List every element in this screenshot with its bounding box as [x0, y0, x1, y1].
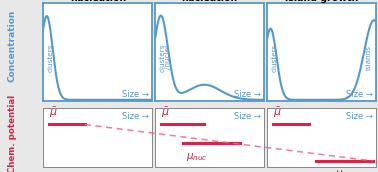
Text: Chem. potential: Chem. potential — [8, 95, 17, 172]
Text: clusters: clusters — [48, 43, 54, 72]
Title: (c) $t \gg t_0$:
island growth: (c) $t \gg t_0$: island growth — [285, 0, 358, 3]
Text: Size →: Size → — [346, 90, 373, 99]
Text: $\mu_{isl}$: $\mu_{isl}$ — [335, 168, 352, 172]
Title: (a) $t < t_0$: pre-
nucleation: (a) $t < t_0$: pre- nucleation — [62, 0, 134, 3]
Text: islands: islands — [366, 45, 372, 70]
Text: Size →: Size → — [234, 90, 261, 99]
Text: Concentration: Concentration — [8, 9, 17, 82]
Text: $\bar{\mu}$: $\bar{\mu}$ — [49, 106, 57, 120]
Text: Size →: Size → — [346, 112, 373, 121]
Title: (b) $t\sim t_0$:
nucleation: (b) $t\sim t_0$: nucleation — [182, 0, 238, 3]
Text: Size →: Size → — [234, 112, 261, 121]
Text: Size →: Size → — [122, 90, 149, 99]
Text: $\bar{\mu}$: $\bar{\mu}$ — [161, 106, 169, 120]
Text: $\bar{\mu}$: $\bar{\mu}$ — [273, 106, 281, 120]
Text: clusters: clusters — [272, 43, 278, 72]
Text: Size →: Size → — [122, 112, 149, 121]
Text: $\mu_{nuc}$: $\mu_{nuc}$ — [186, 151, 208, 163]
Text: clusters
/nuclei: clusters /nuclei — [159, 43, 171, 72]
